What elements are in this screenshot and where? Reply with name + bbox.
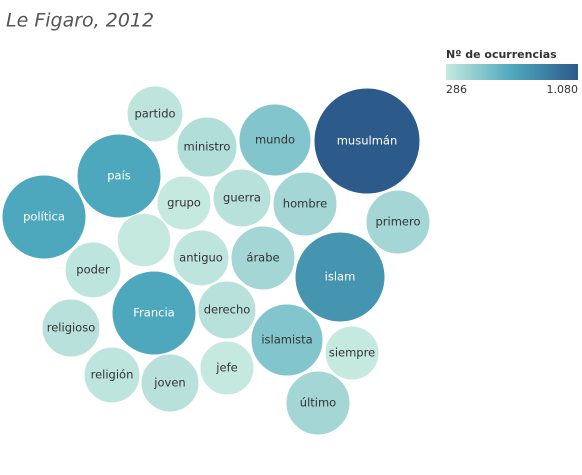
bubble bbox=[83, 346, 141, 404]
bubble bbox=[294, 231, 386, 323]
bubble-label: ministro bbox=[184, 140, 231, 154]
bubble bbox=[172, 229, 230, 287]
bubble-label: política bbox=[23, 210, 65, 224]
bubble-label: último bbox=[300, 396, 336, 410]
bubble-label: joven bbox=[153, 376, 185, 390]
bubble-label: partido bbox=[134, 107, 175, 121]
bubble-label: país bbox=[107, 169, 131, 183]
bubble bbox=[1, 174, 87, 260]
bubble bbox=[116, 212, 172, 268]
bubble-label: mundo bbox=[255, 133, 295, 147]
bubble-label: árabe bbox=[246, 251, 279, 265]
bubble-label: siempre bbox=[329, 346, 375, 360]
bubble bbox=[41, 298, 101, 358]
bubble bbox=[156, 175, 212, 231]
bubble bbox=[199, 340, 255, 396]
bubble-label: derecho bbox=[204, 303, 251, 317]
bubble bbox=[230, 225, 296, 291]
bubble-label: musulmán bbox=[337, 134, 398, 148]
bubble-label: grupo bbox=[167, 196, 201, 210]
bubble-label: religioso bbox=[47, 321, 96, 335]
bubble bbox=[197, 280, 257, 340]
bubble-label: poder bbox=[76, 263, 110, 277]
bubble-label: primero bbox=[375, 215, 420, 229]
bubble-label: jefe bbox=[215, 361, 237, 375]
chart-title: Le Figaro, 2012 bbox=[6, 10, 154, 32]
legend-max: 1.080 bbox=[547, 83, 579, 96]
bubble bbox=[238, 103, 312, 177]
bubble-label: antiguo bbox=[179, 251, 223, 265]
bubble bbox=[111, 270, 197, 356]
bubble-label: religión bbox=[91, 368, 134, 382]
bubble bbox=[250, 303, 324, 377]
bubble bbox=[324, 325, 380, 381]
bubble bbox=[272, 171, 338, 237]
bubble-label: islam bbox=[325, 270, 356, 284]
bubble-label: islamista bbox=[261, 333, 312, 347]
legend-min: 286 bbox=[446, 83, 467, 96]
bubble bbox=[365, 189, 431, 255]
bubble bbox=[313, 87, 421, 195]
bubble bbox=[212, 168, 272, 228]
bubble bbox=[76, 133, 162, 219]
bubble-label: hombre bbox=[283, 197, 327, 211]
legend-ramp bbox=[446, 64, 578, 80]
bubble bbox=[176, 116, 238, 178]
legend-title: Nº de ocurrencias bbox=[446, 48, 557, 61]
bubble-label: guerra bbox=[223, 191, 261, 205]
bubble bbox=[126, 85, 184, 143]
bubble-label: Francia bbox=[133, 306, 174, 320]
bubble bbox=[64, 241, 122, 299]
bubble bbox=[285, 370, 351, 436]
bubble bbox=[140, 353, 200, 413]
